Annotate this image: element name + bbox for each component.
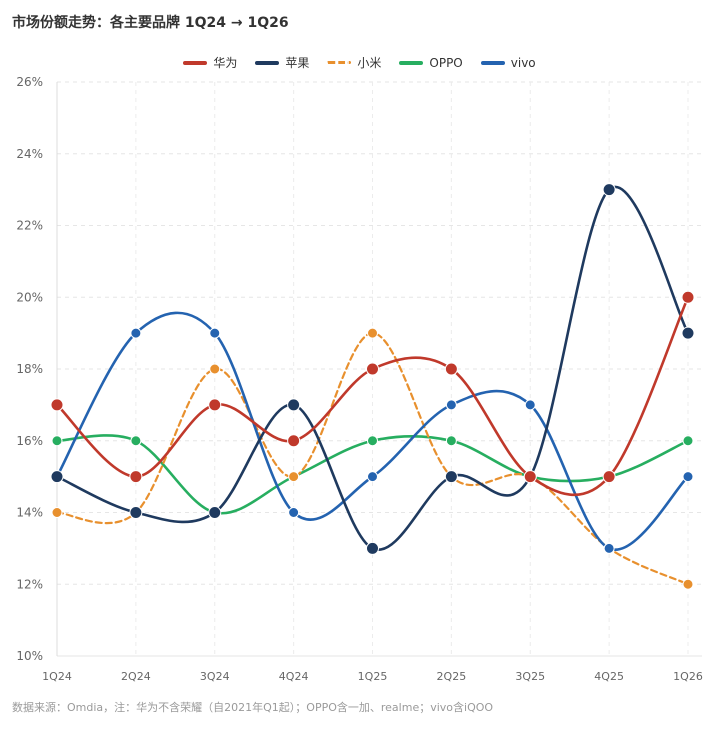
y-tick-label: 20% [16, 290, 43, 304]
legend-item[interactable]: 华为 [183, 54, 237, 71]
data-point[interactable]: 华为 1Q26: 20% [681, 290, 695, 304]
series-1: 苹果 1Q24: 15% 苹果 2Q24: 14% 苹果 3Q24: 14% 苹果 4… [50, 183, 695, 555]
x-tick-label: 3Q25 [515, 670, 545, 683]
x-tick-label: 1Q26 [673, 670, 703, 683]
series-0: 华为 1Q24: 17% 华为 2Q24: 15% 华为 3Q24: 17% 华为 4… [50, 290, 695, 497]
x-tick-label: 4Q25 [594, 670, 624, 683]
data-point[interactable]: 小米 4Q24: 15% [288, 471, 300, 483]
x-tick-label: 2Q25 [437, 670, 467, 683]
data-point[interactable]: 华为 1Q25: 18% [366, 362, 379, 376]
data-point[interactable]: 小米 1Q25: 19% [367, 327, 378, 339]
data-point[interactable]: 华为 1Q24: 17% [50, 398, 64, 412]
data-point[interactable]: 小米 1Q26: 12% [682, 578, 694, 590]
y-tick-label: 16% [16, 434, 43, 448]
legend-label: 华为 [213, 56, 238, 70]
data-point[interactable]: 苹果 2Q25: 15% [444, 470, 458, 484]
legend-item[interactable]: vivo [480, 54, 536, 71]
data-point[interactable]: 华为 4Q25: 15% [602, 470, 616, 484]
data-point[interactable]: vivo 1Q26: 15% [682, 471, 694, 483]
y-tick-label: 22% [16, 219, 43, 233]
series-line [55, 332, 690, 586]
data-point[interactable]: vivo 1Q25: 15% [367, 471, 378, 483]
legend-label: OPPO [429, 55, 463, 70]
y-tick-label: 14% [16, 506, 43, 520]
legend-item[interactable]: OPPO [399, 54, 463, 71]
data-point[interactable]: vivo 4Q24: 14% [288, 507, 300, 518]
data-point[interactable]: 苹果 1Q25: 13% [366, 541, 379, 555]
data-point[interactable]: 苹果 3Q24: 14% [208, 506, 222, 519]
data-point[interactable]: 华为 2Q24: 15% [129, 470, 143, 484]
grid-layer [56, 81, 702, 657]
data-point[interactable]: 苹果 2Q24: 14% [129, 506, 143, 519]
source-note: 数据来源：Omdia，注：华为不含荣耀（自2021年Q1起）；OPPO含一加、r… [12, 701, 494, 714]
data-point[interactable]: vivo 2Q25: 17% [445, 399, 457, 411]
x-tick-label: 3Q24 [200, 670, 230, 683]
data-point[interactable]: 华为 3Q24: 17% [208, 398, 222, 412]
y-tick-label: 10% [16, 649, 43, 663]
data-point[interactable]: vivo 3Q24: 19% [209, 327, 221, 339]
legend-item[interactable]: 苹果 [255, 54, 309, 71]
data-point[interactable]: 华为 4Q24: 16% [287, 434, 301, 448]
x-tick-label: 1Q25 [358, 670, 388, 683]
legend-label: 苹果 [285, 56, 310, 70]
x-tick-label: 2Q24 [121, 670, 151, 683]
chart-title: 市场份额走势：各主要品牌 1Q24 → 1Q26 [12, 15, 289, 31]
data-point[interactable]: OPPO 2Q24: 16% [130, 435, 142, 447]
legend-item[interactable]: 小米 [327, 54, 381, 71]
data-point[interactable]: 小米 3Q24: 18% [209, 363, 221, 375]
axis-layer: 10% 12% 14% 16% 18% 20% 22% 24% 26% 1Q24 2Q24 3Q24 4… [16, 75, 703, 683]
data-point[interactable]: OPPO 2Q25: 16% [445, 435, 457, 447]
legend-swatch [183, 60, 208, 65]
y-tick-label: 12% [16, 577, 43, 591]
data-point[interactable]: vivo 2Q24: 19% [130, 327, 142, 339]
data-point[interactable]: OPPO 1Q25: 16% [367, 435, 378, 447]
y-tick-label: 18% [16, 362, 43, 376]
legend-swatch [255, 60, 280, 65]
y-tick-label: 24% [16, 147, 43, 161]
x-tick-label: 1Q24 [42, 670, 72, 683]
data-point[interactable]: 华为 2Q25: 18% [444, 362, 458, 376]
y-tick-label: 26% [16, 75, 43, 89]
x-tick-label: 4Q24 [279, 670, 309, 683]
data-point[interactable]: 苹果 1Q24: 15% [50, 470, 64, 484]
data-point[interactable]: vivo 4Q25: 13% [603, 542, 615, 554]
legend: 华为 苹果 小米 OPPO vivo [0, 54, 719, 71]
data-point[interactable]: OPPO 1Q26: 16% [682, 435, 694, 447]
data-point[interactable]: 苹果 1Q26: 19% [681, 326, 695, 340]
data-point[interactable]: 苹果 4Q24: 17% [287, 398, 301, 412]
data-point[interactable]: OPPO 1Q24: 16% [51, 435, 63, 447]
legend-label: 小米 [357, 56, 382, 70]
legend-label: vivo [510, 55, 536, 70]
data-point[interactable]: 华为 3Q25: 15% [523, 470, 537, 484]
data-point[interactable]: vivo 3Q25: 17% [524, 399, 536, 411]
data-point[interactable]: 苹果 4Q25: 23% [602, 183, 616, 197]
series-layer: OPPO 1Q24: 16%OPPO 2Q24: 16%OPPO 3Q24: 1… [50, 183, 695, 590]
legend-swatch [327, 61, 352, 64]
legend-swatch [399, 60, 424, 65]
data-point[interactable]: 小米 1Q24: 14% [51, 507, 63, 518]
series-line [55, 185, 690, 551]
legend-swatch [480, 60, 505, 65]
